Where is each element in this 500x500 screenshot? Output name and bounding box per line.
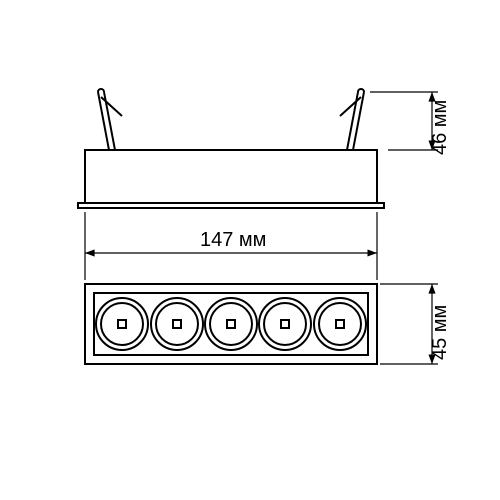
side-body [85, 150, 377, 208]
led-chip [118, 320, 126, 328]
led-chip [173, 320, 181, 328]
technical-drawing: 147 мм 46 мм 45 мм [0, 0, 500, 500]
bottom-view [85, 284, 377, 364]
dim-width: 147 мм [85, 212, 377, 280]
dim-height-upper-label: 46 мм [429, 100, 451, 155]
dim-width-label: 147 мм [200, 229, 266, 251]
clip-right [340, 89, 364, 150]
led-cell [259, 298, 311, 350]
led-cell [314, 298, 366, 350]
led-chip [281, 320, 289, 328]
dim-height-lower-label: 45 мм [429, 305, 451, 360]
led-cell [205, 298, 257, 350]
side-flange [78, 203, 384, 208]
led-chip [227, 320, 235, 328]
dim-height-lower: 45 мм [380, 284, 451, 364]
led-cell [151, 298, 203, 350]
dim-height-upper: 46 мм [370, 92, 451, 155]
clip-left [98, 89, 122, 150]
led-cell [96, 298, 148, 350]
led-array [96, 298, 366, 350]
led-chip [336, 320, 344, 328]
side-view [78, 89, 384, 208]
